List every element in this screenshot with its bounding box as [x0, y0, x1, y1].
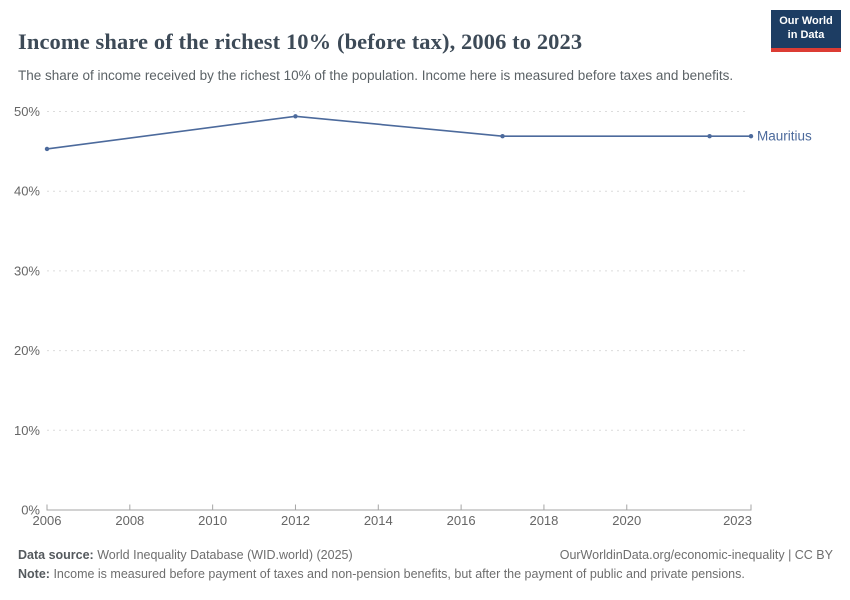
owid-logo: Our World in Data — [771, 10, 841, 52]
x-tick-label: 2006 — [33, 513, 62, 528]
y-tick-label: 20% — [14, 343, 40, 358]
x-tick-label: 2014 — [364, 513, 393, 528]
data-source-label: Data source: — [18, 548, 94, 562]
data-point-marker — [500, 134, 505, 139]
note-text: Note: Income is measured before payment … — [18, 567, 745, 582]
x-tick-label: 2012 — [281, 513, 310, 528]
data-point-marker — [44, 146, 50, 152]
data-point-marker — [293, 114, 298, 119]
x-tick-label: 2016 — [447, 513, 476, 528]
x-tick-label: 2018 — [529, 513, 558, 528]
chart-canvas: 0% 10% 20% 30% 40% 50% 2006 2008 2010 2012 2014 201… — [14, 104, 812, 528]
series-line-mauritius — [46, 115, 751, 150]
chart-footer: Data source: World Inequality Database (… — [18, 546, 833, 585]
y-tick-label: 50% — [14, 104, 40, 119]
x-axis-line — [46, 504, 752, 511]
page-title: Income share of the richest 10% (before … — [18, 29, 583, 55]
owid-link[interactable]: OurWorldinData.org/economic-inequality |… — [559, 548, 833, 562]
y-tick-label: 0% — [21, 503, 40, 518]
data-point-marker — [707, 134, 712, 139]
x-tick-label: 2008 — [115, 513, 144, 528]
y-tick-label: 40% — [14, 184, 40, 199]
owid-logo-line2: in Data — [787, 29, 825, 41]
y-tick-label: 30% — [14, 263, 40, 278]
series-label-mauritius: Mauritius — [757, 129, 812, 144]
x-tick-label: 2010 — [198, 513, 227, 528]
data-point-marker — [748, 134, 754, 139]
note-label: Note: — [18, 567, 50, 582]
x-tick-label: 2023 — [723, 513, 752, 528]
owid-logo-line1: Our World — [779, 15, 833, 28]
x-tick-label: 2020 — [612, 513, 641, 528]
y-tick-label: 10% — [14, 423, 40, 438]
page-subtitle: The share of income received by the rich… — [18, 67, 734, 83]
data-source-text: Data source: World Inequality Database (… — [18, 548, 353, 562]
